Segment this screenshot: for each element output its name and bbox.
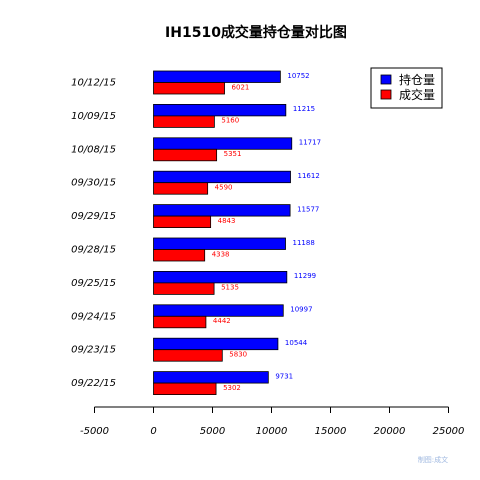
bar-volume: [153, 215, 212, 229]
bar-position: [153, 371, 269, 384]
value-label: 6021: [232, 83, 250, 91]
x-axis: -5000 0 5000 10000 15000 20000 25000: [80, 406, 465, 437]
value-label: 5302: [223, 384, 241, 392]
bar-volume: [153, 315, 207, 329]
category-label: 09/25/15: [71, 278, 116, 289]
bar-volume: [153, 282, 215, 295]
value-label: 4843: [218, 217, 236, 225]
watermark: 制图:成文: [418, 455, 448, 464]
value-label: 5351: [224, 150, 242, 158]
category-label: 10/08/15: [71, 144, 116, 155]
legend-label: 成交量: [399, 87, 435, 102]
legend-label: 持仓量: [399, 72, 435, 87]
value-label: 5160: [221, 117, 239, 125]
value-label: 10544: [285, 339, 308, 347]
bar-volume: [153, 349, 223, 362]
bar-volume: [153, 148, 218, 162]
legend-swatch: [380, 74, 392, 85]
chart-title: IH1510成交量持仓量对比图: [165, 24, 347, 41]
value-label: 9731: [275, 372, 293, 380]
category-label: 10/12/15: [71, 78, 116, 89]
value-label: 5135: [221, 284, 239, 292]
bar-volume: [153, 82, 225, 95]
value-label: 10997: [290, 306, 312, 314]
category-label: 09/30/15: [71, 178, 116, 189]
value-label: 11188: [293, 239, 315, 247]
category-label: 09/22/15: [71, 378, 116, 389]
category-label: 09/28/15: [71, 245, 116, 256]
bar-position: [153, 304, 284, 317]
bar-position: [153, 204, 291, 217]
x-tick-label: 0: [150, 426, 156, 437]
x-tick-label: 15000: [315, 426, 347, 437]
bar-volume: [153, 382, 217, 396]
category-label: 09/24/15: [71, 311, 116, 322]
x-tick-label: 20000: [374, 426, 406, 437]
value-label: 11215: [293, 105, 315, 113]
x-tick-label: 25000: [433, 426, 465, 437]
value-label: 11577: [297, 205, 319, 213]
category-label: 09/23/15: [71, 345, 116, 356]
bar-position: [153, 104, 287, 117]
bar-volume: [153, 115, 215, 128]
bar-position: [153, 170, 291, 184]
bar-position: [153, 270, 288, 284]
bar-volume: [153, 249, 206, 262]
legend-swatch: [380, 89, 392, 100]
value-label: 11612: [298, 172, 320, 180]
bar-position: [153, 70, 281, 83]
x-tick-label: 10000: [256, 426, 288, 437]
value-label: 5830: [229, 350, 247, 358]
value-label: 10752: [287, 72, 309, 80]
bar-volume: [153, 182, 209, 195]
category-label: 09/29/15: [71, 211, 116, 222]
value-label: 4442: [213, 317, 231, 325]
legend-box: [370, 67, 443, 109]
value-label: 4590: [215, 183, 233, 191]
x-tick-label: -5000: [80, 426, 109, 437]
x-tick-label: 5000: [200, 426, 225, 437]
value-label: 11717: [299, 139, 321, 147]
value-label: 4338: [212, 250, 230, 258]
bar-position: [153, 237, 286, 250]
bar-position: [153, 337, 279, 351]
bars-group: 10/12/15 10752 6021 10/09/15 11215 5160 10/08/…: [71, 70, 321, 396]
value-label: 11299: [294, 272, 316, 280]
category-label: 10/09/15: [71, 111, 116, 122]
bar-position: [153, 137, 293, 150]
